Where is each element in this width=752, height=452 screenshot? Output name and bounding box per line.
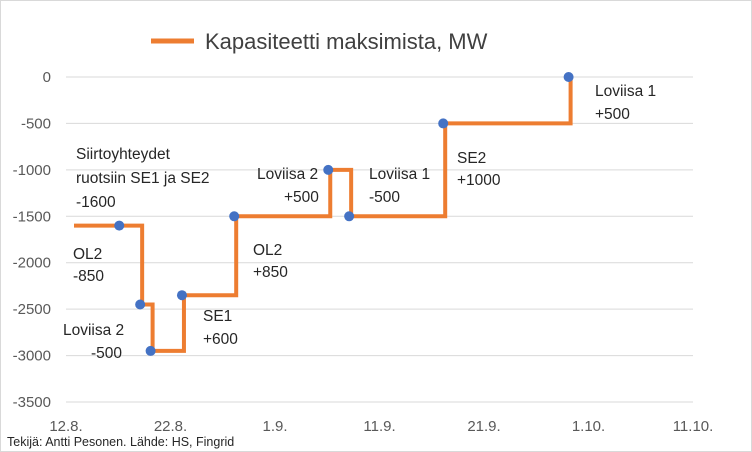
x-tick-label: 12.8. [49,418,82,435]
annotation-siirto: Siirtoyhteydet ruotsiin SE1 ja SE2 -1600 [76,146,210,211]
annotation-line: OL2 [73,246,102,263]
data-point[interactable] [344,211,355,222]
x-tick-label: 11.10. [673,418,714,435]
annotation-loviisa1-plus: Loviisa 1 +500 [595,83,656,123]
annotation-line: -850 [73,268,104,285]
annotation-loviisa2-minus: Loviisa 2 -500 [63,322,124,362]
y-axis-tick-labels: 0 -500 -1000 -1500 -2000 -2500 -3000 -3500 [13,69,51,411]
annotation-line: +500 [595,106,630,123]
y-tick-label: -3000 [13,348,51,365]
series-line [74,77,573,353]
x-tick-label: 22.8. [154,418,187,435]
annotation-line: -500 [91,345,122,362]
x-tick-label: 11.9. [363,418,395,435]
annotation-line: +850 [253,264,288,281]
annotation-line: -500 [369,189,400,206]
annotation-line: SE2 [457,150,486,167]
annotation-loviisa2-plus: Loviisa 2 +500 [257,166,319,206]
y-tick-label: -2500 [13,301,51,318]
y-tick-label: -1000 [13,162,51,179]
x-axis-tick-labels: 12.8. 22.8. 1.9. 11.9. 21.9. 1.10. 11.10. [49,418,713,435]
annotation-line: ruotsiin SE1 ja SE2 [76,170,210,187]
annotation-line: +600 [203,331,238,348]
x-tick-label: 1.10. [572,418,605,435]
annotation-line: Loviisa 2 [257,166,318,183]
y-tick-label: -1500 [13,208,51,225]
y-tick-label: -3500 [13,394,51,411]
legend-label: Kapasiteetti maksimista, MW [205,29,488,54]
data-point[interactable] [176,290,187,301]
gridlines [66,76,693,403]
data-markers [114,72,574,356]
annotation-loviisa1-minus: Loviisa 1 -500 [369,166,430,206]
y-tick-label: -2000 [13,255,51,272]
annotation-line: +1000 [457,172,501,189]
x-tick-label: 21.9. [467,418,500,435]
data-point[interactable] [145,345,156,356]
data-point[interactable] [114,220,125,231]
annotation-line: Siirtoyhteydet [76,146,171,163]
source-credit: Tekijä: Antti Pesonen. Lähde: HS, Fingri… [7,435,234,449]
annotation-ol2: OL2 -850 [73,246,104,285]
x-tick-label: 1.9. [262,418,287,435]
series-line-group [74,77,573,353]
data-point[interactable] [323,164,334,175]
annotations: Siirtoyhteydet ruotsiin SE1 ja SE2 -1600 OL… [63,83,656,362]
y-tick-label: -500 [21,115,51,132]
data-point[interactable] [229,211,240,222]
annotation-se1: SE1 +600 [203,308,238,348]
data-point[interactable] [135,299,146,310]
annotation-line: Loviisa 2 [63,322,124,339]
data-point[interactable] [563,72,574,82]
y-tick-label: 0 [43,69,51,86]
annotation-line: +500 [284,189,319,206]
annotation-se2: SE2 +1000 [457,150,501,189]
annotation-line: Loviisa 1 [595,83,656,100]
annotation-line: -1600 [76,194,116,211]
data-point[interactable] [438,118,449,129]
annotation-ol2-plus: OL2 +850 [253,242,288,281]
annotation-line: OL2 [253,242,282,259]
annotation-line: Loviisa 1 [369,166,430,183]
legend[interactable]: Kapasiteetti maksimista, MW [151,29,488,54]
annotation-line: SE1 [203,308,232,325]
